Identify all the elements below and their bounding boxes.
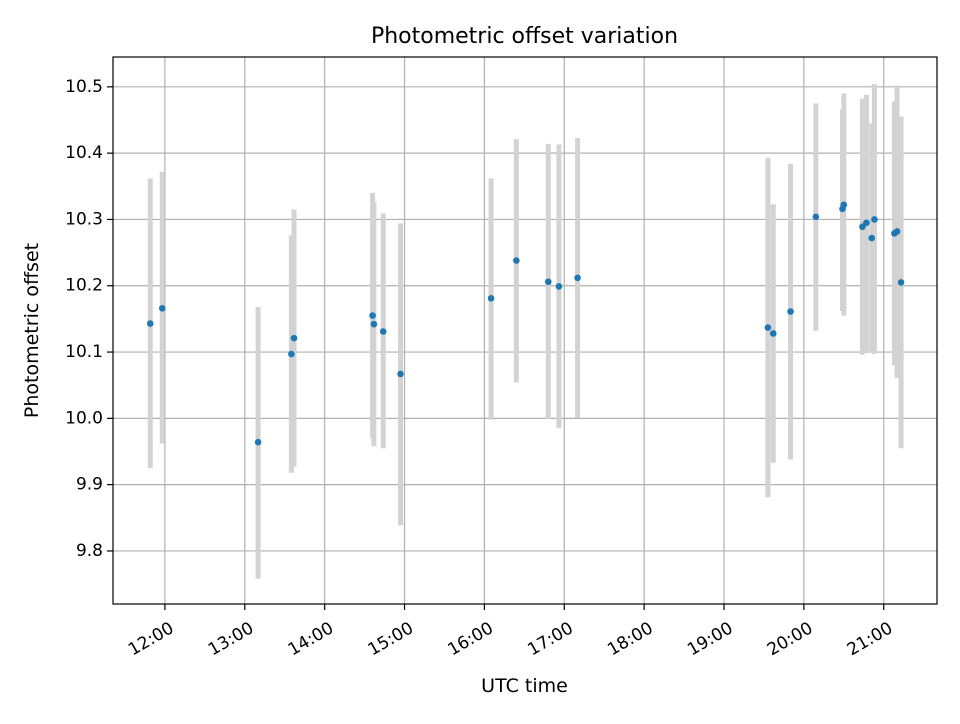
data-point: [863, 219, 870, 227]
data-point: [158, 304, 166, 312]
y-axis-label: Photometric offset: [21, 243, 43, 418]
y-tick-label: 10.0: [65, 408, 103, 428]
y-tick-label: 10.4: [65, 143, 103, 163]
data-point: [379, 328, 387, 335]
data-point: [254, 438, 262, 446]
data-point: [764, 324, 772, 331]
data-points: [146, 201, 905, 446]
data-point: [812, 213, 820, 221]
data-point: [574, 274, 581, 282]
data-point: [544, 278, 552, 286]
data-point: [513, 257, 520, 264]
y-tick-label: 9.9: [76, 475, 103, 495]
data-point: [369, 312, 376, 319]
y-tick-label: 9.8: [76, 541, 103, 561]
data-point: [146, 320, 154, 327]
data-point: [868, 234, 876, 242]
y-tick-label: 10.5: [65, 77, 103, 97]
y-axis-ticks: 9.8 9.9 10.0 10.1 10.2 10.3 10.4 10.5: [65, 77, 113, 561]
y-tick-label: 10.2: [65, 276, 103, 296]
data-point: [555, 283, 563, 290]
data-point: [859, 223, 866, 231]
grid: [113, 57, 937, 604]
data-point: [871, 216, 878, 223]
data-point: [893, 228, 901, 235]
data-point: [290, 334, 298, 342]
y-tick-label: 10.1: [65, 342, 103, 362]
data-point: [288, 350, 295, 358]
data-point: [370, 320, 378, 328]
data-point: [769, 330, 777, 337]
data-point: [897, 279, 905, 286]
chart-title: Photometric offset variation: [371, 24, 678, 49]
data-point: [787, 308, 794, 315]
plot-frame: [112, 56, 938, 605]
data-point: [840, 201, 848, 209]
y-tick-label: 10.3: [65, 209, 103, 229]
data-point: [397, 370, 404, 378]
data-point: [487, 295, 495, 302]
x-axis-label: UTC time: [481, 675, 568, 697]
